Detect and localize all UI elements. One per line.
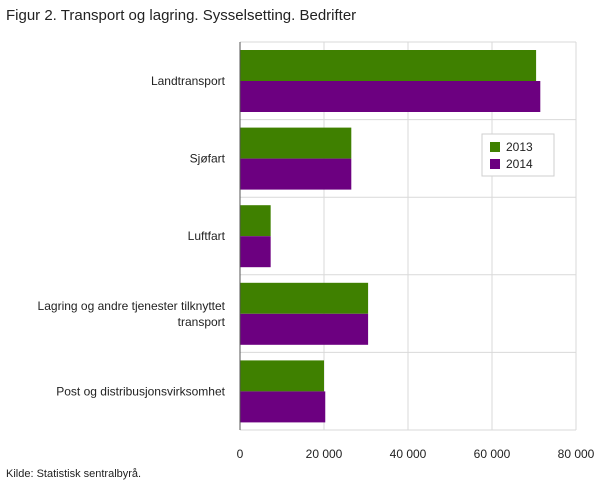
bar-2014 — [240, 158, 352, 190]
x-tick-label: 40 000 — [390, 447, 427, 461]
bar-2013 — [240, 360, 324, 392]
bar-2013 — [240, 50, 537, 81]
x-tick-label: 80 000 — [558, 447, 595, 461]
category-label: Sjøfart — [190, 152, 226, 166]
category-label: Post og distribusjonsvirksomhet — [56, 384, 225, 398]
category-labels: Landtransport Sjøfart Luftfart Lagring og a… — [38, 74, 226, 398]
legend-label-2013: 2013 — [506, 140, 533, 154]
x-tick-labels: 0 20 000 40 000 60 000 80 000 — [237, 447, 595, 461]
legend-swatch-2013 — [490, 142, 500, 152]
bar-2013 — [240, 127, 352, 159]
bar-2014 — [240, 236, 271, 268]
bar-2014 — [240, 391, 326, 423]
category-label: Landtransport — [151, 74, 226, 88]
x-tick-label: 60 000 — [474, 447, 511, 461]
bars — [240, 50, 541, 423]
x-tick-label: 0 — [237, 447, 244, 461]
legend: 2013 2014 — [481, 133, 555, 177]
legend-label-2014: 2014 — [506, 157, 533, 171]
legend-swatch-2014 — [490, 159, 500, 169]
bar-2013 — [240, 282, 369, 314]
bar-2014 — [240, 313, 369, 345]
source-note: Kilde: Statistisk sentralbyrå. — [6, 468, 142, 480]
category-label: Luftfart — [188, 229, 226, 243]
gridlines — [240, 41, 577, 431]
x-tick-label: 20 000 — [306, 447, 343, 461]
chart-title: Figur 2. Transport og lagring. Sysselset… — [6, 7, 357, 24]
bar-2014 — [240, 81, 541, 112]
category-label: Lagring og andre tjenester tilknyttet tra… — [38, 299, 226, 329]
bar-2013 — [240, 205, 271, 237]
